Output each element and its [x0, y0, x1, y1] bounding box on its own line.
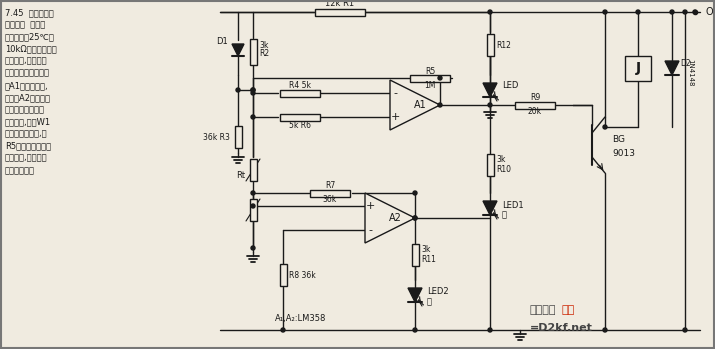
- Bar: [486, 154, 493, 176]
- Text: 红: 红: [502, 210, 507, 220]
- Circle shape: [251, 88, 255, 92]
- Text: R5: R5: [425, 67, 435, 75]
- Text: Rt: Rt: [236, 171, 245, 179]
- Text: 12k R1: 12k R1: [325, 0, 355, 8]
- Bar: [486, 34, 493, 56]
- Circle shape: [636, 10, 640, 14]
- Text: A2: A2: [388, 213, 401, 223]
- Circle shape: [413, 216, 417, 220]
- Bar: [515, 102, 555, 109]
- Text: -: -: [393, 88, 397, 98]
- Bar: [280, 113, 320, 120]
- Circle shape: [693, 10, 697, 14]
- Circle shape: [251, 191, 255, 195]
- Circle shape: [413, 216, 417, 220]
- Text: +: +: [365, 201, 375, 211]
- Circle shape: [251, 204, 255, 208]
- Circle shape: [251, 88, 255, 92]
- Text: +: +: [390, 112, 400, 122]
- Text: 黄: 黄: [427, 297, 432, 306]
- Polygon shape: [365, 193, 415, 243]
- Text: 36k: 36k: [323, 194, 337, 203]
- Text: R12: R12: [496, 40, 511, 50]
- Circle shape: [236, 88, 240, 92]
- Text: D1: D1: [216, 37, 228, 46]
- Polygon shape: [408, 288, 422, 302]
- Bar: [410, 74, 450, 82]
- Text: O+15V: O+15V: [705, 7, 715, 17]
- Bar: [280, 264, 287, 286]
- Text: -: -: [368, 225, 372, 235]
- Text: 3k: 3k: [259, 40, 268, 50]
- Text: R10: R10: [496, 165, 511, 174]
- Circle shape: [438, 76, 442, 80]
- Polygon shape: [483, 201, 497, 215]
- Text: BG: BG: [612, 135, 625, 144]
- Circle shape: [488, 103, 492, 107]
- Bar: [250, 39, 257, 65]
- Text: 社区: 社区: [562, 305, 576, 315]
- Text: 1M: 1M: [424, 81, 435, 89]
- Circle shape: [413, 191, 417, 195]
- Bar: [250, 199, 257, 221]
- Text: R7: R7: [325, 180, 335, 190]
- Text: 36k R3: 36k R3: [203, 133, 230, 141]
- Text: R11: R11: [421, 255, 436, 265]
- Text: 5k R6: 5k R6: [289, 120, 311, 129]
- Text: R4 5k: R4 5k: [289, 82, 311, 90]
- Text: LED: LED: [502, 81, 518, 89]
- Text: R9: R9: [530, 92, 540, 102]
- Text: 1N4148: 1N4148: [687, 59, 693, 87]
- Circle shape: [438, 103, 442, 107]
- Circle shape: [488, 10, 492, 14]
- Circle shape: [413, 328, 417, 332]
- Polygon shape: [483, 83, 497, 97]
- Circle shape: [683, 328, 687, 332]
- Text: 9013: 9013: [612, 149, 635, 157]
- Circle shape: [251, 91, 255, 95]
- Text: 3k: 3k: [496, 156, 506, 164]
- Text: 7.45  热敏电阻温
度控制器  温度传
感器采用在25℃为
10kΩ的负温度系数
热敏电阻,电路由两
个比较器组成。比较
器A1为温控电路,
比较器A2为热: 7.45 热敏电阻温 度控制器 温度传 感器采用在25℃为 10kΩ的负温度系数…: [5, 8, 56, 175]
- Text: 电子开发: 电子开发: [530, 305, 556, 315]
- Text: R2: R2: [259, 49, 269, 58]
- Text: A1: A1: [413, 100, 426, 110]
- Bar: [625, 55, 651, 81]
- Circle shape: [603, 10, 607, 14]
- Circle shape: [251, 246, 255, 250]
- Circle shape: [281, 328, 285, 332]
- Text: LED2: LED2: [427, 288, 448, 297]
- Text: LED1: LED1: [502, 200, 523, 209]
- Text: D2: D2: [680, 59, 691, 67]
- Text: 3k: 3k: [421, 245, 430, 254]
- Bar: [280, 89, 320, 97]
- Polygon shape: [390, 80, 440, 130]
- Text: 20k: 20k: [528, 106, 542, 116]
- Text: J: J: [636, 61, 641, 75]
- Bar: [315, 8, 365, 15]
- Circle shape: [670, 10, 674, 14]
- Circle shape: [603, 328, 607, 332]
- Circle shape: [251, 115, 255, 119]
- Text: R8 36k: R8 36k: [289, 270, 316, 280]
- Bar: [250, 159, 257, 181]
- Polygon shape: [665, 61, 679, 75]
- Bar: [310, 190, 350, 196]
- Text: A₁,A₂:LM358: A₁,A₂:LM358: [275, 313, 326, 322]
- Circle shape: [488, 328, 492, 332]
- Circle shape: [683, 10, 687, 14]
- Bar: [235, 126, 242, 148]
- Bar: [412, 244, 418, 266]
- Text: =D2kf.net: =D2kf.net: [530, 323, 593, 333]
- Polygon shape: [232, 44, 244, 56]
- Circle shape: [603, 125, 607, 129]
